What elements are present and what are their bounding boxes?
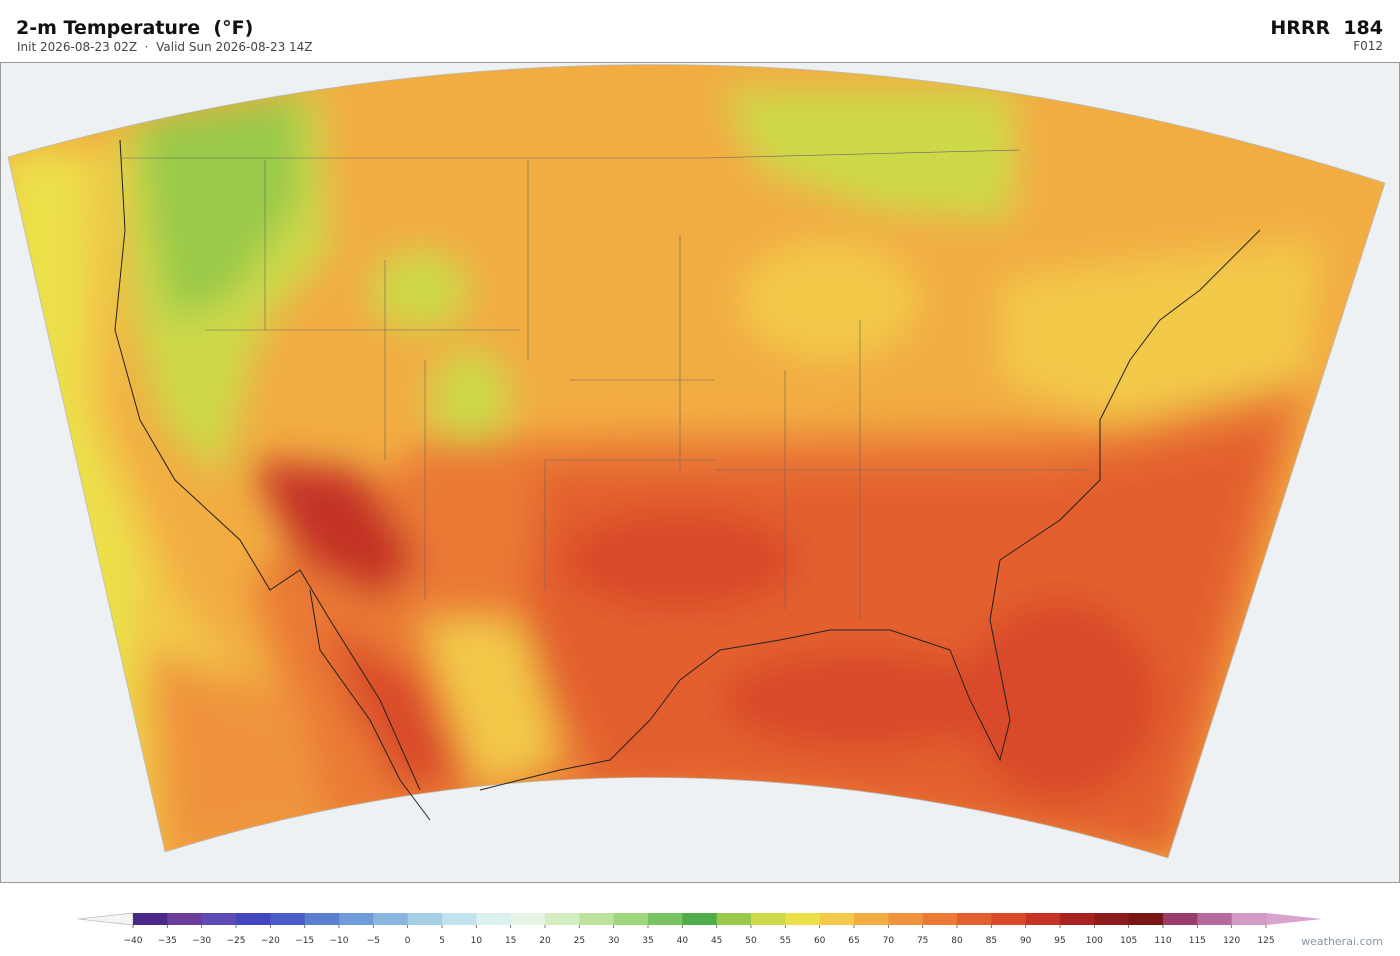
- colorbar-tick-label: 75: [917, 936, 928, 946]
- colorbar-under: [77, 912, 134, 926]
- colorbar-bin: [407, 913, 443, 925]
- colorbar-bin: [1094, 913, 1130, 925]
- colorbar-bin: [785, 913, 821, 925]
- colorbar-tick-label: 5: [439, 936, 445, 946]
- colorbar-bin: [648, 913, 683, 925]
- colorbar-tick-label: −10: [330, 936, 349, 946]
- colorbar-bin: [442, 913, 477, 925]
- colorbar-bin: [133, 913, 168, 925]
- state-lines: [120, 149, 1090, 620]
- colorbar-bin: [888, 913, 924, 925]
- colorbar-bin: [1163, 913, 1198, 925]
- colorbar-tick-label: 105: [1120, 936, 1137, 946]
- colorbar-tick-label: 120: [1223, 936, 1240, 946]
- colorbar-tick-label: 60: [814, 936, 826, 946]
- colorbar-tick-label: 20: [539, 936, 551, 946]
- colorbar-tick-label: 25: [574, 936, 585, 946]
- model-name: HRRR 184: [1270, 17, 1383, 39]
- colorbar-tick-label: 110: [1154, 936, 1171, 946]
- colorbar-bin: [613, 913, 649, 925]
- colorbar-bin: [854, 913, 889, 925]
- colorbar: −40 −35 −30 −25 −20 −15 −10 −5 0 5 10 15 20 25 30 35 40 4…: [77, 912, 1322, 946]
- colorbar-tick-label: 30: [608, 936, 620, 946]
- colorbar-over: [1266, 913, 1322, 925]
- colorbar-tick-label: −30: [192, 936, 211, 946]
- colorbar-tick-label: 65: [848, 936, 859, 946]
- map: [0, 62, 1400, 883]
- colorbar-bin: [1025, 913, 1061, 925]
- colorbar-bin: [819, 913, 855, 925]
- colorbar-tick-label: 125: [1257, 936, 1274, 946]
- colorbar-bin: [476, 913, 512, 925]
- colorbar-tick-label: −20: [261, 936, 280, 946]
- colorbar-tick-label: 70: [883, 936, 895, 946]
- colorbar-tick-label: 50: [745, 936, 757, 946]
- colorbar-tick-label: 100: [1086, 936, 1103, 946]
- colorbar-tick-label: 85: [986, 936, 997, 946]
- colorbar-tick-label: −5: [367, 936, 380, 946]
- colorbar-bin: [510, 913, 546, 925]
- colorbar-bin: [167, 913, 203, 925]
- colorbar-bin: [579, 913, 615, 925]
- colorbar-bin: [922, 913, 958, 925]
- colorbar-bin: [339, 913, 374, 925]
- colorbar-bin: [236, 913, 271, 925]
- colorbar-tick-label: 90: [1020, 936, 1032, 946]
- colorbar-tick-label: 80: [951, 936, 963, 946]
- coastlines: [114, 139, 1261, 821]
- colorbar-bin: [957, 913, 992, 925]
- colorbar-tick-label: −40: [124, 936, 143, 946]
- colorbar-tick-label: 10: [471, 936, 483, 946]
- colorbar-tick-label: 15: [505, 936, 516, 946]
- colorbar-bin: [682, 913, 718, 925]
- temperature-field: [8, 64, 1385, 859]
- colorbar-tick-label: 45: [711, 936, 722, 946]
- colorbar-bin: [373, 913, 409, 925]
- subtitle: Init 2026-08-23 02Z · Valid Sun 2026-08-…: [17, 40, 313, 54]
- colorbar-tick-label: 35: [642, 936, 653, 946]
- colorbar-bin: [1197, 913, 1233, 925]
- colorbar-bin: [751, 913, 786, 925]
- colorbar-bin: [1128, 913, 1164, 925]
- colorbar-tick-label: −35: [158, 936, 177, 946]
- title: 2-m Temperature (°F): [16, 17, 253, 39]
- colorbar-bin: [201, 913, 237, 925]
- colorbar-bin: [1231, 913, 1267, 925]
- forecast-hour: F012: [1353, 39, 1383, 53]
- colorbar-tick-label: −25: [227, 936, 246, 946]
- colorbar-bin: [304, 913, 340, 925]
- colorbar-bin: [545, 913, 580, 925]
- colorbar-tick-label: 40: [677, 936, 689, 946]
- colorbar-tick-label: 55: [780, 936, 791, 946]
- colorbar-bin: [991, 913, 1027, 925]
- colorbar-tick-label: −15: [295, 936, 314, 946]
- colorbar-tick-label: 0: [405, 936, 411, 946]
- credit: weatherai.com: [1301, 935, 1383, 948]
- colorbar-tick-label: 115: [1189, 936, 1206, 946]
- colorbar-bin: [716, 913, 752, 925]
- colorbar-bin: [270, 913, 306, 925]
- colorbar-tick-label: 95: [1054, 936, 1065, 946]
- colorbar-bin: [1060, 913, 1095, 925]
